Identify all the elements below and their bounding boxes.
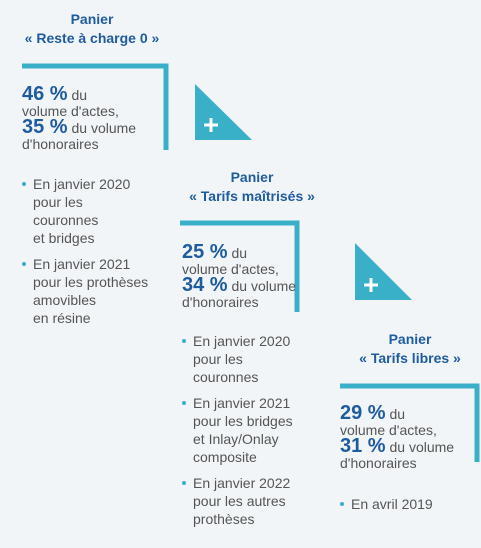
stat-value: 35 %	[22, 116, 68, 138]
bullet-line: couronnes	[193, 369, 259, 385]
bullet-item: En janvier 2021 pour les prothèses amovibl…	[22, 255, 172, 327]
bullet-item: En janvier 2021 pour les bridges et Inlay/…	[182, 394, 312, 466]
bullet-line: pour les bridges	[193, 413, 293, 429]
stat-value: 46 %	[22, 83, 68, 105]
stats: 25 % du volume d'actes, 34 % du volume d'ho…	[182, 241, 312, 310]
bullet-item: En janvier 2020 pour les couronnes	[182, 332, 312, 386]
stat-text: d'honoraires	[22, 136, 99, 152]
stat-line: 31 % du volume	[340, 435, 475, 457]
stats: 29 % du volume d'actes, 31 % du volume d'ho…	[340, 402, 475, 471]
bullet-line: prothèses	[193, 511, 255, 527]
plus-triangle	[195, 84, 252, 140]
stat-text: du	[231, 245, 248, 261]
bullets: En janvier 2020 pour les couronnes et bridg…	[22, 175, 172, 335]
stat-text: volume d'actes,	[340, 422, 437, 438]
bullet-line: En janvier 2021	[33, 256, 131, 272]
stat-line: 46 % du	[22, 83, 167, 105]
stat-text: du	[389, 406, 406, 422]
stat-line: 25 % du	[182, 241, 312, 263]
bullet-item: En janvier 2020 pour les couronnes et bridg…	[22, 175, 172, 247]
title-line: Panier	[70, 11, 114, 27]
bullets: En avril 2019	[340, 495, 470, 521]
bullet-line: et bridges	[33, 230, 95, 246]
stat-value: 31 %	[340, 435, 386, 457]
stat-value: 34 %	[182, 274, 228, 296]
title-line: « Reste à charge 0 »	[24, 30, 160, 46]
panel-title: Panier « Tarifs libres »	[310, 330, 481, 368]
stat-text: d'honoraires	[182, 294, 259, 310]
stat-text: d'honoraires	[340, 455, 417, 471]
bullet-line: pour les	[33, 194, 83, 210]
bullet-line: En janvier 2021	[193, 395, 291, 411]
stats: 46 % du volume d'actes, 35 % du volume d'ho…	[22, 83, 167, 152]
stat-line: 35 % du volume	[22, 116, 167, 138]
bullet-line: En janvier 2020	[193, 333, 291, 349]
bracket	[340, 383, 480, 462]
bullet-line: pour les autres	[193, 493, 286, 509]
title-line: « Tarifs libres »	[359, 350, 461, 366]
stat-value: 29 %	[340, 402, 386, 424]
bullet-line: composite	[193, 449, 257, 465]
stat-line: 29 % du	[340, 402, 475, 424]
bracket	[180, 220, 300, 312]
bullet-line: En avril 2019	[351, 496, 433, 512]
plus-triangle	[355, 243, 412, 300]
bracket	[22, 63, 169, 150]
title-line: Panier	[388, 331, 432, 347]
stat-line: 34 % du volume	[182, 274, 312, 296]
panel-title: Panier « Tarifs maîtrisés »	[152, 168, 352, 206]
bullet-line: et Inlay/Onlay	[193, 431, 279, 447]
bullet-line: pour les prothèses	[33, 274, 149, 290]
stat-text: volume d'actes,	[182, 261, 279, 277]
stat-text: du	[71, 87, 88, 103]
bullet-line: en résine	[33, 310, 91, 326]
title-line: « Tarifs maîtrisés »	[189, 188, 315, 204]
bullet-line: couronnes	[33, 212, 99, 228]
panel-title: Panier « Reste à charge 0 »	[0, 10, 192, 48]
bullet-line: En janvier 2020	[33, 176, 131, 192]
bullets: En janvier 2020 pour les couronnes En janvi…	[182, 332, 312, 536]
stat-value: 25 %	[182, 241, 228, 263]
bullet-line: pour les	[193, 351, 243, 367]
stat-text: volume d'actes,	[22, 103, 119, 119]
stat-text: du volume	[389, 439, 455, 455]
title-line: Panier	[230, 169, 274, 185]
bullet-line: En janvier 2022	[193, 475, 291, 491]
bullet-item: En avril 2019	[340, 495, 470, 513]
bullet-item: En janvier 2022 pour les autres prothèses	[182, 474, 312, 528]
stat-text: du volume	[231, 278, 297, 294]
stat-text: du volume	[71, 120, 137, 136]
bullet-line: amovibles	[33, 292, 97, 308]
